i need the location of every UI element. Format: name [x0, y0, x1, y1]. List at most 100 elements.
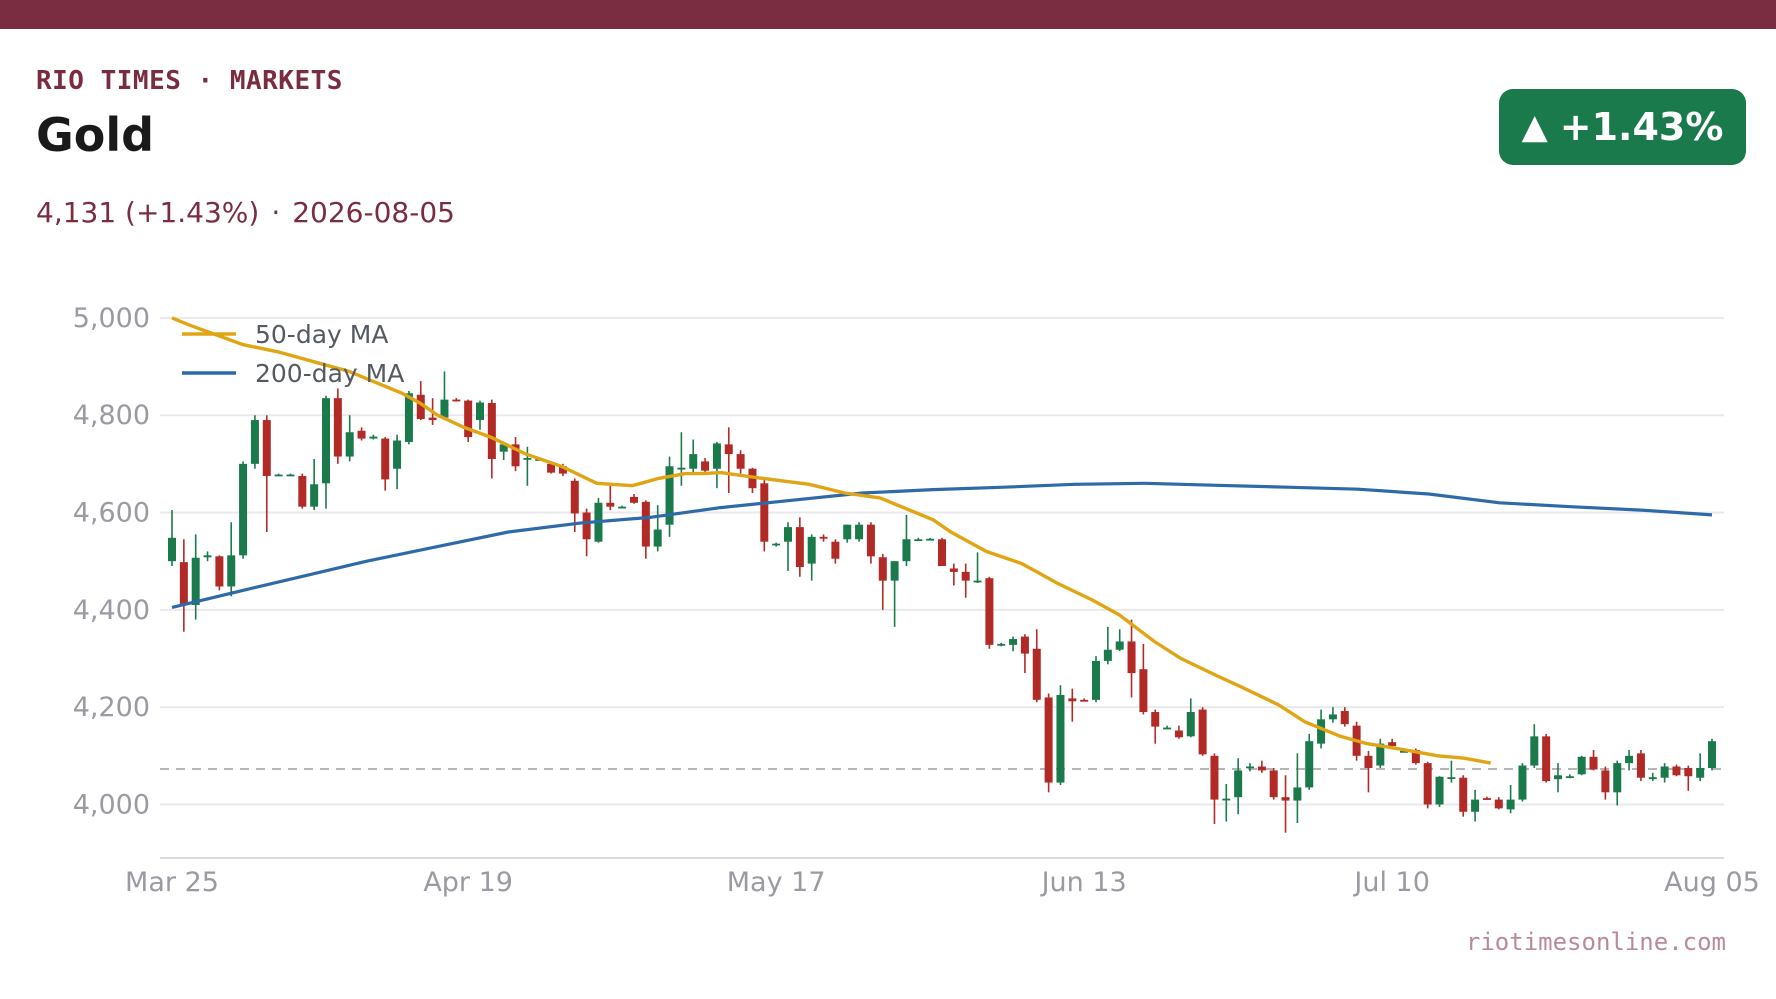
candle-body — [1672, 766, 1681, 776]
chart-title: Gold — [36, 108, 155, 162]
legend-label-ma200: 200-day MA — [255, 359, 404, 388]
candle-body — [701, 461, 710, 471]
candle-body — [866, 524, 875, 557]
candle-body — [1530, 736, 1539, 766]
x-tick-label: Jun 13 — [1040, 867, 1127, 898]
candle-body — [855, 524, 864, 540]
candle-body — [831, 541, 840, 559]
candle-body — [1494, 799, 1503, 809]
candle-body — [1388, 742, 1397, 747]
candle-body — [440, 399, 449, 418]
candle-body — [582, 512, 591, 540]
candle-body — [511, 444, 520, 467]
candle-body — [381, 438, 390, 480]
candle-body — [1648, 777, 1657, 780]
candle-body — [1198, 709, 1207, 755]
x-axis-ticks: Mar 25 Apr 19 May 17 Jun 13 Jul 10 Aug 05 — [125, 867, 1760, 898]
footer-site: riotimesonline.com — [1465, 928, 1726, 956]
candle-body — [997, 643, 1006, 646]
candle-body — [1092, 660, 1100, 700]
candle-body — [1151, 712, 1160, 727]
candle-body — [1068, 698, 1077, 702]
candle-body — [1305, 741, 1314, 788]
candle-body — [239, 463, 248, 556]
candle-body — [902, 539, 911, 562]
candle-body — [890, 561, 899, 581]
x-tick-label: Jul 10 — [1352, 867, 1430, 898]
price-date: 2026-08-05 — [292, 196, 455, 229]
y-axis-ticks: 4,000 4,200 4,400 4,600 4,800 5,000 — [73, 303, 150, 821]
candle-body — [784, 527, 792, 542]
top-accent-bar — [0, 0, 1776, 29]
candle-body — [1364, 755, 1373, 768]
candle-body — [547, 463, 556, 473]
candle-body — [1423, 763, 1432, 805]
ma50-line — [171, 316, 1492, 765]
candle-body — [1257, 766, 1266, 771]
candle-body — [1127, 641, 1136, 674]
candle-body — [179, 562, 188, 605]
candle-body — [760, 483, 769, 542]
candle-body — [1471, 799, 1480, 812]
candle-body — [1660, 766, 1669, 778]
candle-body — [1589, 756, 1598, 770]
candle-body — [1009, 639, 1018, 645]
brand-label: RIO TIMES · MARKETS — [36, 66, 343, 96]
ma200-line — [171, 481, 1713, 609]
candle-body — [641, 501, 650, 547]
y-tick-label: 4,200 — [73, 692, 150, 723]
candle-body — [1518, 765, 1527, 800]
candle-body — [1080, 699, 1089, 702]
candle-body — [1447, 777, 1456, 780]
candle-body — [1210, 755, 1219, 800]
candle-body — [476, 402, 484, 421]
candle-body — [985, 578, 994, 645]
candle-body — [938, 539, 946, 567]
candle-body — [878, 557, 887, 581]
candle-body — [1281, 797, 1290, 801]
candle-body — [1044, 697, 1053, 783]
candle-body — [961, 571, 970, 581]
candle-body — [926, 538, 935, 541]
legend-label-ma50: 50-day MA — [255, 320, 388, 349]
up-arrow-icon: ▲ — [1521, 107, 1548, 147]
candle-body — [1032, 648, 1041, 700]
candle-body — [1684, 767, 1693, 777]
candle-body — [606, 502, 615, 507]
candle-body — [168, 537, 176, 562]
candle-body — [404, 393, 413, 442]
candle-body — [1625, 755, 1634, 764]
candle-body — [1708, 741, 1716, 768]
candle-body — [558, 466, 567, 474]
candle-body — [1328, 714, 1337, 720]
candle-body — [973, 580, 982, 583]
candle-body — [428, 417, 437, 421]
legend: 50-day MA 200-day MA — [182, 320, 404, 388]
candle-body — [298, 476, 307, 507]
y-tick-label: 4,400 — [73, 595, 150, 626]
candle-body — [1317, 719, 1326, 744]
candle-body — [1222, 798, 1231, 801]
x-tick-label: May 17 — [727, 867, 826, 898]
candle-body — [1139, 669, 1148, 713]
candle-body — [345, 432, 354, 457]
candle-body — [618, 506, 627, 509]
candle-body — [1613, 763, 1622, 793]
candle-body — [795, 527, 804, 568]
separator: · — [271, 196, 281, 229]
candle-body — [1636, 753, 1645, 778]
candle-body — [1411, 749, 1420, 764]
candle-body — [1234, 770, 1243, 798]
candle-body — [724, 444, 733, 455]
candle-body — [1577, 756, 1586, 775]
candle-body — [1696, 767, 1705, 778]
x-tick-label: Aug 05 — [1664, 867, 1760, 898]
candle-body — [487, 403, 496, 459]
x-tick-label: Apr 19 — [423, 867, 513, 898]
candle-body — [1186, 712, 1195, 737]
candle-body — [712, 443, 721, 469]
candle-body — [1554, 775, 1562, 780]
candle-body — [1269, 770, 1278, 798]
candle-body — [630, 496, 638, 503]
candle-body — [1482, 798, 1491, 800]
